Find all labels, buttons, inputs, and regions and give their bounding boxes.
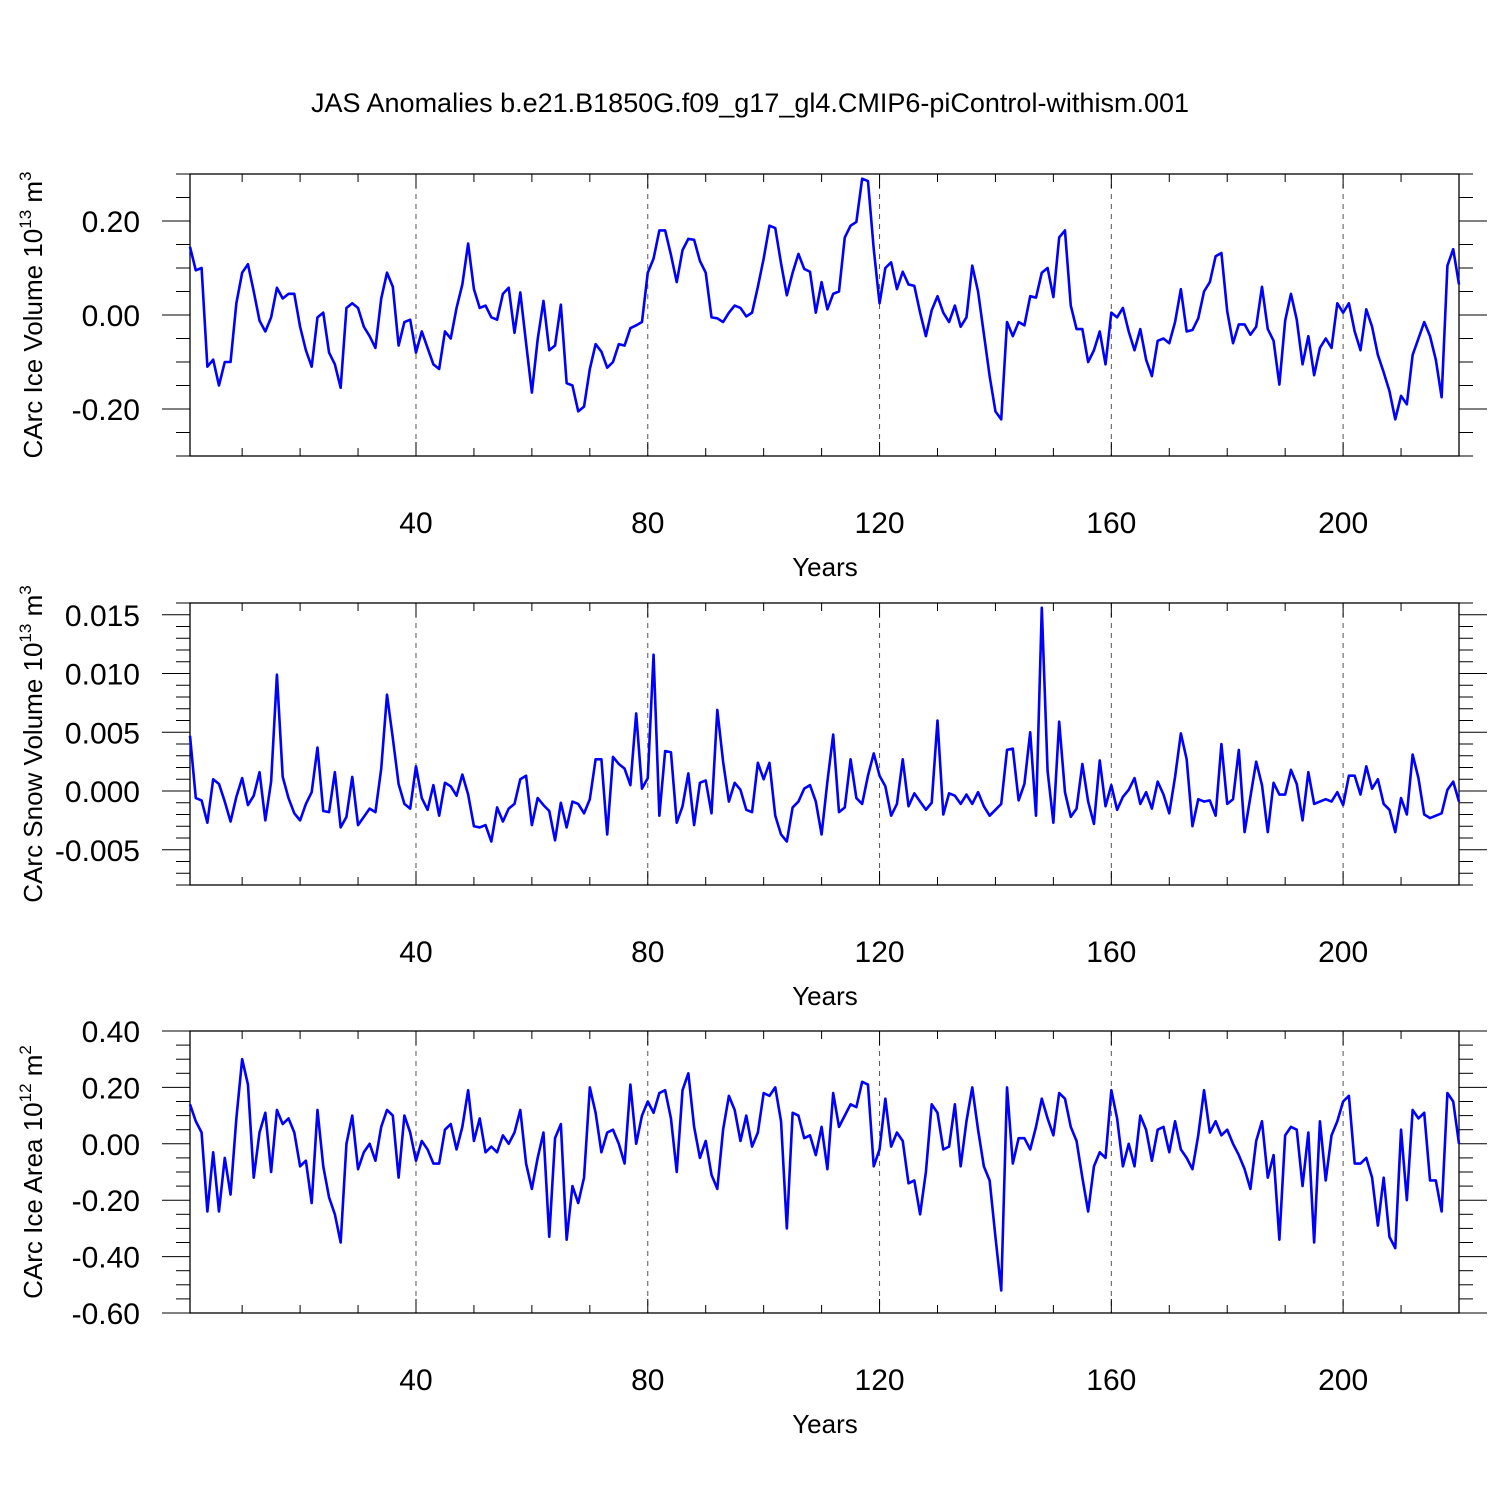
x-tick-label: 80 bbox=[631, 936, 664, 969]
x-tick-label: 40 bbox=[399, 507, 432, 540]
x-axis-label: Years bbox=[792, 1409, 858, 1439]
series-line-ice-volume bbox=[188, 177, 1461, 421]
y-tick-label: 0.00 bbox=[82, 1129, 140, 1162]
y-tick-label: 0.015 bbox=[65, 600, 140, 633]
y-axis-label: CArc Snow Volume 1013 m3 bbox=[16, 585, 48, 902]
y-tick-label: 0.40 bbox=[82, 1016, 140, 1049]
y-tick-label: -0.60 bbox=[72, 1298, 140, 1331]
panel-snow-volume: -0.005 0.000 0.005 0.010 0.015 40 80 120 160 200 Y… bbox=[16, 585, 1487, 1011]
x-tick-label: 40 bbox=[399, 936, 432, 969]
x-tick-label: 200 bbox=[1318, 936, 1368, 969]
x-tick-label: 120 bbox=[855, 507, 905, 540]
panel-ice-volume: -0.20 0.00 0.20 40 80 120 160 200 Years CArc Ice … bbox=[16, 171, 1487, 582]
y-axis-label: CArc Ice Volume 1013 m3 bbox=[16, 171, 48, 458]
y-tick-label: -0.20 bbox=[72, 1185, 140, 1218]
x-tick-label: 160 bbox=[1086, 1364, 1136, 1397]
y-tick-label: 0.010 bbox=[65, 659, 140, 692]
x-tick-label: 200 bbox=[1318, 507, 1368, 540]
y-tick-label: -0.20 bbox=[72, 394, 140, 427]
panel-ice-area: -0.60 -0.40 -0.20 0.00 0.20 0.40 40 80 120 160 200… bbox=[16, 1016, 1487, 1439]
plot-frame bbox=[189, 602, 1460, 886]
x-tick-label: 80 bbox=[631, 507, 664, 540]
y-tick-label: -0.005 bbox=[55, 835, 140, 868]
y-tick-label: 0.20 bbox=[82, 1072, 140, 1105]
plot-frame bbox=[189, 1030, 1460, 1314]
y-tick-label: 0.000 bbox=[65, 776, 140, 809]
series-line-ice-area bbox=[188, 1057, 1461, 1292]
x-axis-label: Years bbox=[792, 552, 858, 582]
series-line-snow-volume bbox=[188, 606, 1461, 843]
x-tick-label: 200 bbox=[1318, 1364, 1368, 1397]
x-tick-label: 120 bbox=[855, 936, 905, 969]
y-axis-label: CArc Ice Area 1012 m2 bbox=[16, 1045, 48, 1299]
plot-frame bbox=[189, 173, 1460, 457]
y-tick-label: 0.20 bbox=[82, 206, 140, 239]
x-tick-label: 120 bbox=[855, 1364, 905, 1397]
figure-title: JAS Anomalies b.e21.B1850G.f09_g17_gl4.C… bbox=[311, 88, 1189, 118]
y-tick-label: -0.40 bbox=[72, 1242, 140, 1275]
y-tick-label: 0.00 bbox=[82, 300, 140, 333]
x-tick-label: 80 bbox=[631, 1364, 664, 1397]
x-tick-label: 160 bbox=[1086, 936, 1136, 969]
x-tick-label: 160 bbox=[1086, 507, 1136, 540]
x-tick-label: 40 bbox=[399, 1364, 432, 1397]
y-tick-label: 0.005 bbox=[65, 717, 140, 750]
x-axis-label: Years bbox=[792, 981, 858, 1011]
